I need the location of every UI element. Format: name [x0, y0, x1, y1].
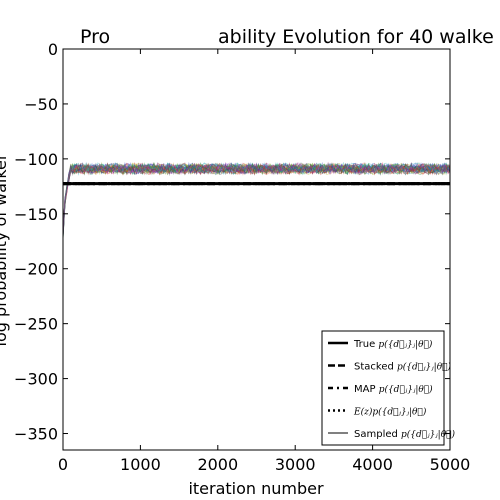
walker-trace	[62, 163, 451, 236]
walker-trace	[62, 162, 451, 256]
walker-trace	[62, 162, 451, 232]
x-tick-label: 1000	[120, 455, 161, 474]
y-tick-label: 0	[48, 40, 58, 59]
walker-trace	[62, 162, 451, 255]
walker-trace	[62, 162, 451, 245]
walker-trace	[62, 162, 451, 236]
walker-trace	[62, 164, 451, 242]
walker-trace	[62, 162, 451, 257]
x-tick-label: 2000	[197, 455, 238, 474]
x-tick-label: 5000	[430, 455, 471, 474]
walker-trace	[62, 164, 451, 238]
walker-trace	[62, 164, 451, 232]
walker-trace	[62, 163, 451, 251]
walker-trace	[62, 163, 451, 248]
walker-traces	[62, 161, 451, 258]
axis-ticks: 0 1000 2000 3000 4000 5000 0 −50 −100 −150 −200 −25…	[14, 40, 470, 474]
walker-trace	[62, 162, 451, 235]
walker-trace	[62, 162, 451, 236]
walker-trace	[62, 163, 451, 236]
legend-label: E(z)p({d⃗ⱼ}ⱼ|θ⃗)	[353, 407, 427, 418]
walker-trace	[62, 161, 451, 236]
legend: True p({d⃗ⱼ}ⱼ|θ⃗) Stacked p({d⃗ⱼ}ⱼ|θ⃗) MAP…	[321, 330, 456, 446]
walker-trace	[62, 162, 451, 236]
walker-trace	[62, 161, 451, 241]
x-axis-label: iteration number	[188, 479, 324, 498]
y-tick-label: −350	[14, 425, 58, 444]
x-tick-label: 3000	[275, 455, 316, 474]
walker-trace	[62, 164, 451, 232]
walker-trace	[62, 164, 451, 253]
walker-trace	[62, 162, 451, 258]
walker-trace	[62, 164, 451, 232]
walker-trace	[62, 163, 451, 240]
walker-trace	[62, 164, 451, 241]
legend-box	[321, 330, 445, 446]
x-tick-label: 0	[58, 455, 68, 474]
walker-trace	[62, 163, 451, 238]
walker-trace	[62, 162, 451, 256]
walker-trace	[62, 164, 451, 233]
chart-title-part-2: ability Evolution for 40 walke	[218, 26, 494, 48]
walker-trace	[62, 162, 451, 241]
walker-trace	[62, 163, 451, 241]
y-tick-label: −100	[14, 150, 58, 169]
legend-label: Sampled p({d⃗ⱼ}ⱼ|θ⃗)	[354, 429, 456, 440]
walker-trace	[62, 163, 451, 240]
walker-trace	[62, 161, 451, 237]
chart-title-part-1: Pro	[80, 26, 110, 48]
y-tick-label: −250	[14, 315, 58, 334]
legend-label: Stacked p({d⃗ⱼ}ⱼ|θ⃗)	[354, 362, 452, 373]
walker-trace	[62, 162, 451, 234]
legend-label: True p({d⃗ⱼ}ⱼ|θ⃗)	[353, 339, 433, 350]
y-axis-label: log probability of walker	[0, 153, 10, 346]
walker-trace	[62, 163, 451, 232]
walker-trace	[62, 164, 451, 241]
walker-trace	[62, 162, 451, 242]
y-tick-label: −50	[24, 95, 58, 114]
walker-trace	[62, 163, 451, 241]
y-tick-label: −300	[14, 370, 58, 389]
walker-trace	[62, 163, 451, 247]
walker-trace	[62, 161, 451, 258]
x-tick-label: 4000	[352, 455, 393, 474]
y-tick-label: −200	[14, 260, 58, 279]
legend-label: MAP p({d⃗ⱼ}ⱼ|θ⃗)	[354, 384, 433, 395]
walker-trace	[62, 163, 451, 238]
walker-trace	[62, 161, 451, 258]
y-tick-label: −150	[14, 205, 58, 224]
plot-frame	[62, 48, 451, 451]
